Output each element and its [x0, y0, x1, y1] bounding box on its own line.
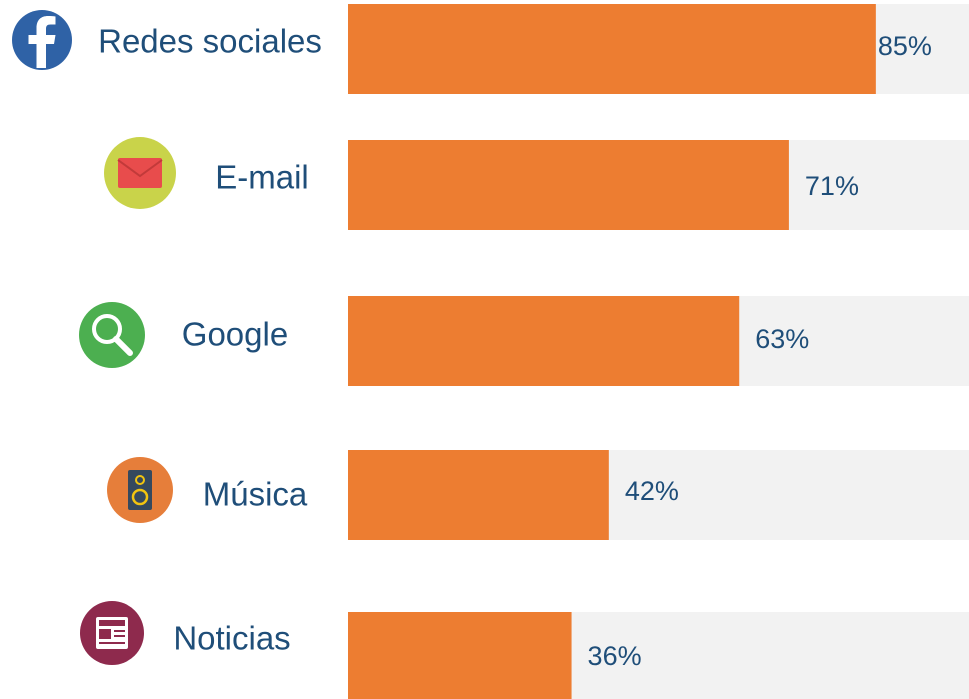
- category-label: Google: [182, 316, 288, 353]
- category-label: Redes sociales: [98, 23, 322, 60]
- bar: [348, 140, 789, 230]
- speaker-icon: [107, 457, 173, 523]
- email-icon: [104, 137, 176, 209]
- bar: [348, 450, 609, 540]
- value-label: 71%: [805, 171, 859, 201]
- value-label: 63%: [755, 324, 809, 354]
- news-icon: [80, 601, 144, 665]
- bar: [348, 612, 572, 699]
- category-label: E-mail: [215, 159, 309, 196]
- category-label: Música: [203, 476, 308, 513]
- bar: [348, 296, 740, 386]
- value-label: 36%: [588, 641, 642, 671]
- category-label: Noticias: [173, 620, 290, 657]
- search-icon: [79, 302, 145, 368]
- value-label: 42%: [625, 476, 679, 506]
- bar: [348, 4, 876, 94]
- facebook-icon: [12, 10, 72, 70]
- value-label: 85%: [878, 31, 932, 61]
